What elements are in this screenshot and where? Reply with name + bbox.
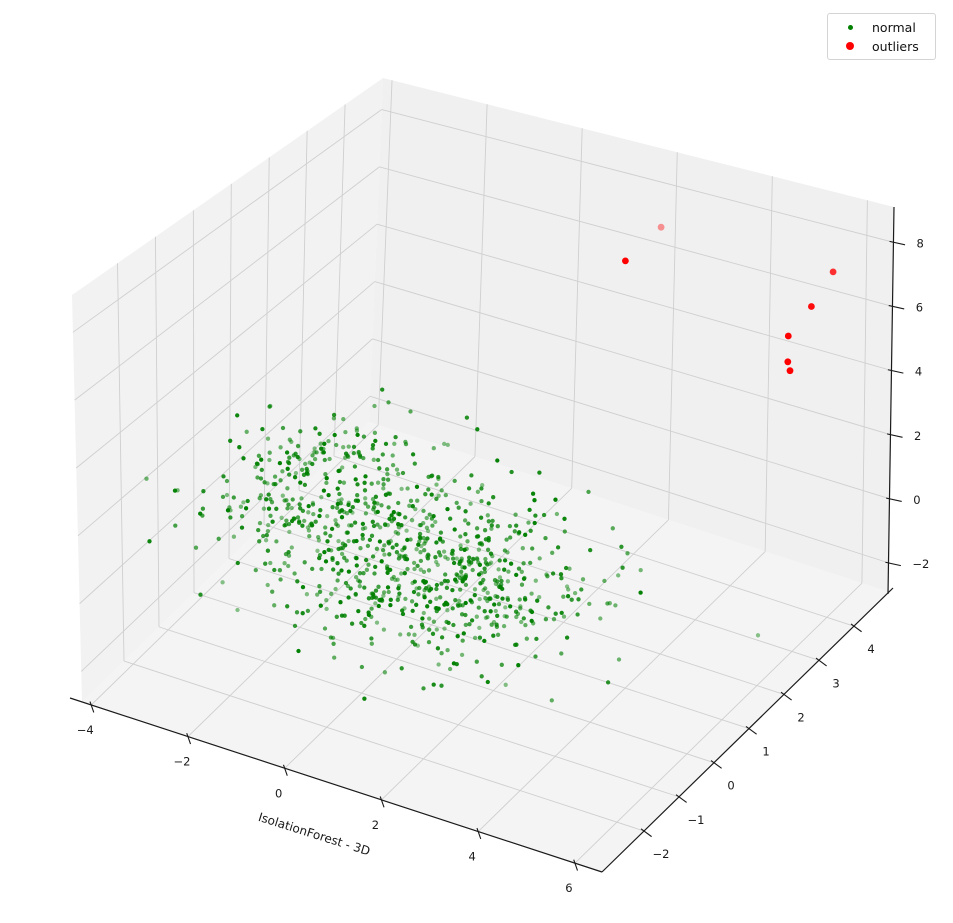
legend-marker-cell xyxy=(828,42,872,50)
tick-label: 4 xyxy=(867,642,874,656)
tick-label: −1 xyxy=(688,813,705,827)
legend-item-normal: normal xyxy=(828,18,935,37)
legend-label-outliers: outliers xyxy=(872,38,919,54)
tick-label: 8 xyxy=(917,236,924,250)
tick-label: −2 xyxy=(173,755,190,769)
tick-label: 4 xyxy=(469,850,476,864)
tick-label: 6 xyxy=(916,300,923,314)
points-normal-group xyxy=(144,387,761,703)
tick-label: −2 xyxy=(912,557,929,571)
tick-label: 0 xyxy=(275,786,282,800)
normal-marker-icon xyxy=(847,24,853,30)
outliers-marker-icon xyxy=(846,42,854,50)
legend-label-normal: normal xyxy=(872,19,916,35)
tick-label: 1 xyxy=(762,745,769,759)
tick-label: 2 xyxy=(914,429,921,443)
legend-item-outliers: outliers xyxy=(828,37,935,56)
tick-label: 2 xyxy=(372,818,379,832)
tick-group: −4 −2 0 2 4 6 −2 −1 0 1 2 3 4 −2 0 2 4 6 8 xyxy=(77,236,930,895)
axis-group xyxy=(69,206,895,873)
tick-label: 6 xyxy=(565,881,572,895)
tick-label: 0 xyxy=(913,493,920,507)
tick-label: −4 xyxy=(77,723,94,737)
tick-label: 2 xyxy=(797,710,804,724)
legend: normal outliers xyxy=(827,13,936,60)
grid-group xyxy=(72,80,894,864)
tick-label: −2 xyxy=(653,847,670,861)
axes3d-group: −4 −2 0 2 4 6 −2 −1 0 1 2 3 4 −2 0 2 4 6 8 xyxy=(69,78,930,895)
x-axis-label: IsolationForest - 3D xyxy=(257,810,372,858)
tick-label: 0 xyxy=(727,779,734,793)
pane-group xyxy=(72,78,894,872)
points-outliers-group xyxy=(622,223,837,375)
tick-label: 4 xyxy=(915,365,922,379)
legend-marker-cell xyxy=(828,24,872,30)
tick-label: 3 xyxy=(832,676,839,690)
